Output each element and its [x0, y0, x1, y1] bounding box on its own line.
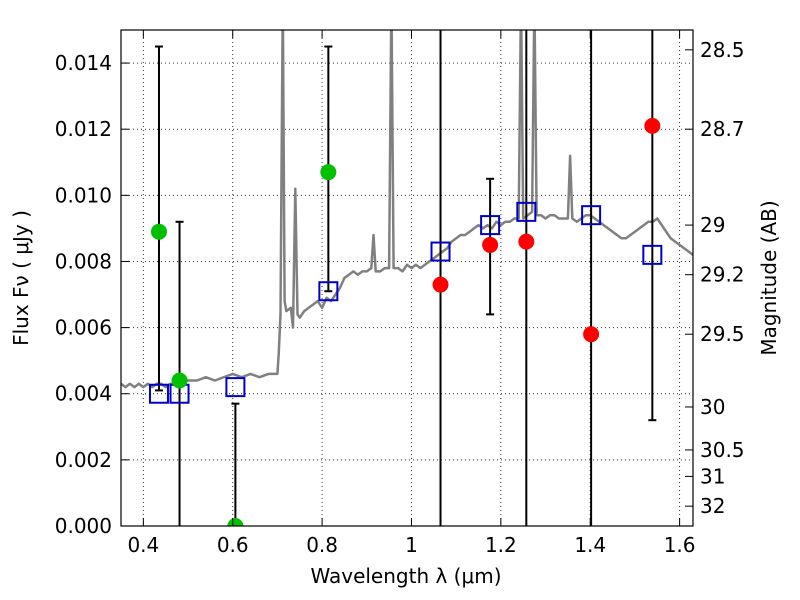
- y-tick-label: 0.002: [55, 448, 112, 472]
- model-square-point: [225, 377, 246, 398]
- mag-tick-label: 30.5: [700, 438, 745, 462]
- x-tick-label: 0.6: [217, 533, 249, 557]
- x-tick-label: 0.8: [306, 533, 338, 557]
- mag-tick-label: 28.7: [700, 117, 745, 141]
- model-square-point: [480, 215, 501, 236]
- spectrum-line: [121, 30, 693, 389]
- y-axis-title: Flux Fν ( μJy ): [9, 210, 33, 346]
- x-tick-label: 1.2: [485, 533, 517, 557]
- y-tick-label: 0.012: [55, 117, 112, 141]
- mag-tick-label: 31: [700, 464, 725, 488]
- y-tick-label: 0.004: [55, 382, 112, 406]
- mag-tick-label: 29.2: [700, 263, 745, 287]
- axes: 0.4 0.6 0.8 1 1.2 1.4 1.6 0.000 0.002 0.004 0.006 0…: [55, 29, 745, 557]
- mag-tick-label: 28.5: [700, 38, 745, 62]
- observed-point: [644, 117, 661, 134]
- model-square-point: [148, 383, 169, 404]
- mag-tick-label: 32: [700, 494, 725, 518]
- model-square-point: [430, 241, 451, 262]
- y-tick-label: 0.010: [55, 183, 112, 207]
- model-square-point: [318, 281, 339, 302]
- x-tick-label: 0.4: [127, 533, 159, 557]
- x-tick-label: 1.4: [574, 533, 606, 557]
- right-axis-title: Magnitude (AB): [757, 200, 781, 355]
- y-tick-label: 0.000: [55, 514, 112, 538]
- x-tick-label: 1.6: [664, 533, 696, 557]
- y-tick-label: 0.014: [55, 51, 112, 75]
- observed-point: [432, 276, 449, 293]
- observed-point: [518, 233, 535, 250]
- observed-point: [583, 326, 600, 343]
- y-tick-label: 0.006: [55, 316, 112, 340]
- model-square-point: [516, 201, 537, 222]
- y-tick-label: 0.008: [55, 249, 112, 273]
- observed-point: [482, 236, 499, 253]
- x-tick-label: 1: [405, 533, 418, 557]
- mag-tick-label: 29: [700, 213, 725, 237]
- plot-area: [121, 30, 693, 526]
- mag-tick-label: 30: [700, 395, 725, 419]
- observed-point: [171, 372, 188, 389]
- observed-point: [150, 223, 167, 240]
- observed-point: [227, 518, 244, 526]
- observed-point: [320, 164, 337, 181]
- model-square-point: [581, 205, 602, 226]
- grid: [121, 30, 693, 527]
- model-square-point: [642, 244, 663, 265]
- mag-tick-label: 29.5: [700, 322, 745, 346]
- x-axis-title: Wavelength λ (μm): [310, 564, 501, 588]
- plot-frame: [120, 29, 694, 527]
